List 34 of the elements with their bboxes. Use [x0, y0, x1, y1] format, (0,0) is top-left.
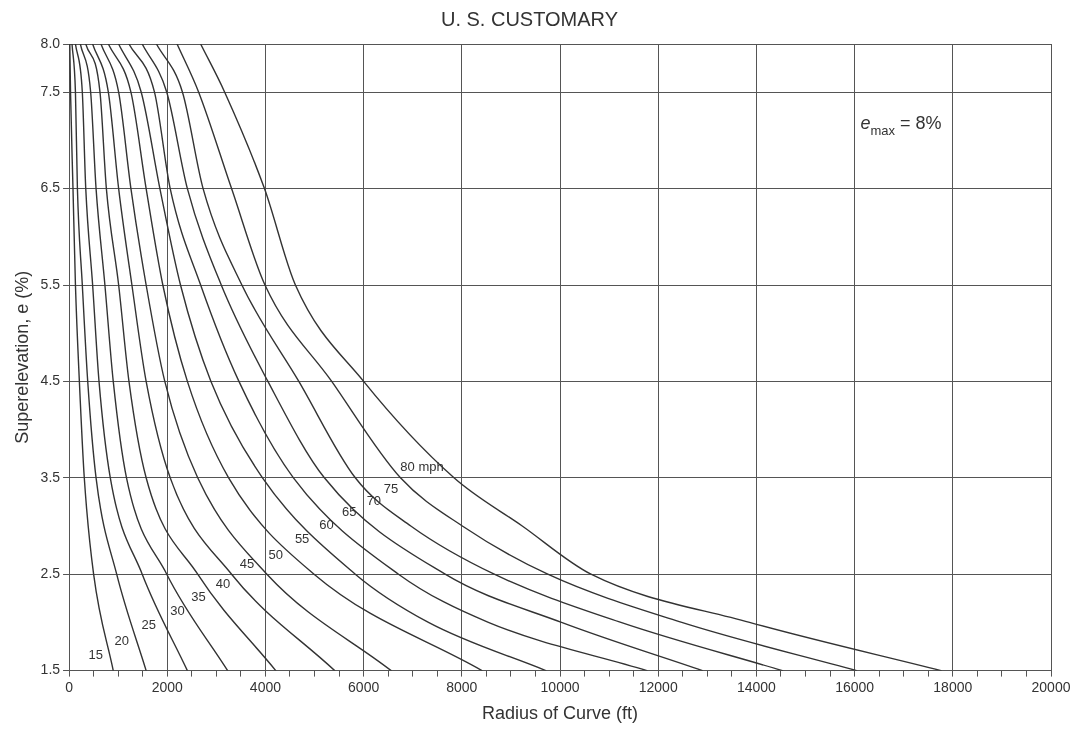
x-tick-label: 8000 — [446, 678, 478, 695]
x-tick-label: 12000 — [638, 678, 678, 695]
x-tick-label: 6000 — [348, 678, 380, 695]
y-axis-title: Superelevation, e (%) — [11, 270, 32, 444]
series-label: 45 — [239, 555, 255, 571]
series-label: 50 — [268, 546, 283, 562]
y-tick-label: 2.5 — [40, 565, 61, 582]
y-tick-label: 5.5 — [40, 275, 61, 292]
y-tick-label: 7.5 — [40, 83, 61, 100]
series-label: 30 — [170, 602, 185, 618]
y-tick-label: 3.5 — [40, 468, 61, 485]
chart-title: U. S. CUSTOMARY — [440, 7, 619, 30]
series-label: 35 — [191, 589, 206, 605]
series-label: 75 — [383, 480, 399, 496]
y-tick-label: 8.0 — [40, 34, 61, 51]
series-label: 15 — [88, 647, 103, 663]
series-label: 25 — [141, 617, 157, 633]
x-tick-label: 16000 — [835, 678, 875, 695]
x-tick-label: 18000 — [933, 678, 973, 695]
series-label: 60 — [319, 517, 334, 533]
x-tick-label: 14000 — [736, 678, 777, 695]
x-tick-label: 4000 — [249, 678, 282, 695]
y-tick-label: 6.5 — [40, 179, 61, 196]
series-label: 55 — [294, 530, 310, 546]
x-tick-label: 20000 — [1031, 678, 1071, 695]
x-axis-title: Radius of Curve (ft) — [482, 703, 639, 724]
series-label: 40 — [215, 575, 231, 591]
series-label: 20 — [114, 632, 130, 648]
y-tick-label: 1.5 — [40, 661, 61, 678]
x-tick-label: 0 — [65, 678, 74, 695]
series-label: 80 mph — [400, 459, 444, 475]
x-tick-label: 2000 — [151, 678, 184, 695]
y-tick-label: 4.5 — [40, 372, 61, 389]
x-tick-label: 10000 — [540, 678, 580, 695]
